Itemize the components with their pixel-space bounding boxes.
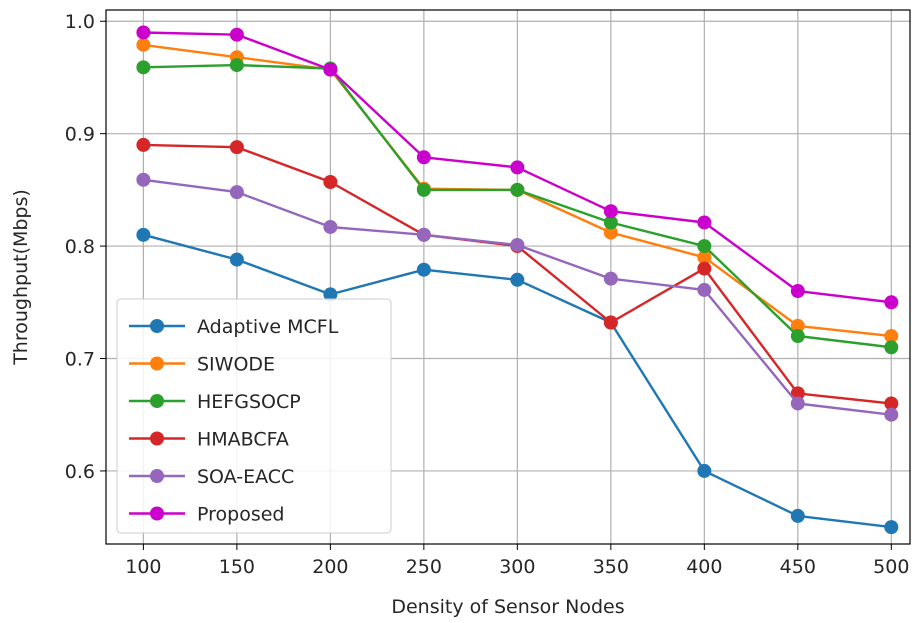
data-point bbox=[510, 237, 525, 252]
legend-label: SOA-EACC bbox=[197, 466, 294, 488]
data-point bbox=[790, 284, 805, 299]
data-point bbox=[697, 261, 712, 276]
data-point bbox=[603, 315, 618, 330]
data-point bbox=[416, 262, 431, 277]
data-point bbox=[416, 150, 431, 165]
legend-item: SIWODE bbox=[129, 354, 275, 376]
legend: Adaptive MCFL SIWODE HEFGSOCP HMABCFA SOA-EA… bbox=[116, 298, 392, 534]
legend-item: Adaptive MCFL bbox=[129, 316, 339, 338]
y-axis-label: Throughput(Mbps) bbox=[10, 189, 32, 366]
data-point bbox=[790, 508, 805, 523]
data-point bbox=[323, 219, 338, 234]
data-point bbox=[697, 463, 712, 478]
data-point bbox=[510, 160, 525, 175]
data-point bbox=[416, 227, 431, 242]
x-tick-label: 250 bbox=[406, 556, 442, 578]
data-point bbox=[884, 340, 899, 355]
data-point bbox=[603, 225, 618, 240]
series-layer bbox=[136, 25, 899, 535]
x-tick-label: 300 bbox=[499, 556, 535, 578]
data-point bbox=[229, 252, 244, 267]
legend-item: SOA-EACC bbox=[129, 466, 294, 488]
data-point bbox=[884, 329, 899, 344]
y-tick-label: 1.0 bbox=[65, 11, 95, 33]
legend-marker bbox=[150, 431, 164, 446]
data-point bbox=[697, 239, 712, 254]
data-point bbox=[416, 182, 431, 197]
legend-marker bbox=[150, 506, 164, 521]
legend-label: HEFGSOCP bbox=[197, 391, 301, 413]
y-tick-label: 0.7 bbox=[65, 349, 95, 371]
x-tick-label: 200 bbox=[312, 556, 348, 578]
legend-marker bbox=[150, 319, 164, 333]
data-point bbox=[697, 215, 712, 230]
data-point bbox=[697, 250, 712, 265]
x-tick-label: 100 bbox=[125, 556, 161, 578]
legend-item: HMABCFA bbox=[129, 429, 289, 451]
legend-label: Adaptive MCFL bbox=[197, 316, 339, 338]
data-point bbox=[884, 396, 899, 411]
data-point bbox=[884, 520, 899, 535]
x-axis-label: Density of Sensor Nodes bbox=[391, 596, 624, 618]
data-point bbox=[790, 318, 805, 333]
data-point bbox=[136, 137, 151, 152]
data-point bbox=[229, 185, 244, 200]
y-tick-label: 0.6 bbox=[65, 461, 95, 483]
data-point bbox=[790, 329, 805, 344]
data-point bbox=[603, 215, 618, 230]
data-point bbox=[323, 62, 338, 77]
data-point bbox=[136, 60, 151, 75]
legend-marker bbox=[150, 469, 164, 483]
legend-item: HEFGSOCP bbox=[129, 391, 301, 413]
x-tick-label: 400 bbox=[686, 556, 722, 578]
data-point bbox=[884, 407, 899, 422]
legend-label: HMABCFA bbox=[197, 429, 289, 451]
data-point bbox=[136, 25, 151, 40]
data-point bbox=[229, 58, 244, 73]
legend-label: SIWODE bbox=[197, 354, 275, 376]
data-point bbox=[229, 27, 244, 42]
data-point bbox=[510, 182, 525, 197]
x-tick-label: 150 bbox=[219, 556, 255, 578]
data-point bbox=[136, 172, 151, 187]
series-5 bbox=[136, 25, 899, 310]
legend-marker bbox=[150, 394, 164, 408]
data-point bbox=[697, 282, 712, 297]
y-tick-label: 0.9 bbox=[65, 124, 95, 146]
data-point bbox=[510, 272, 525, 287]
x-tick-label: 350 bbox=[593, 556, 629, 578]
x-tick-label: 500 bbox=[873, 556, 909, 578]
data-point bbox=[884, 295, 899, 310]
data-point bbox=[136, 227, 151, 242]
x-tick-label: 450 bbox=[780, 556, 816, 578]
data-point bbox=[790, 386, 805, 401]
legend-marker bbox=[150, 356, 164, 371]
data-point bbox=[323, 287, 338, 302]
series-4 bbox=[136, 172, 899, 422]
data-point bbox=[136, 37, 151, 52]
data-point bbox=[229, 140, 244, 155]
data-point bbox=[603, 271, 618, 286]
data-point bbox=[603, 204, 618, 219]
y-tick-label: 0.8 bbox=[65, 236, 95, 258]
legend-box bbox=[116, 298, 392, 534]
ticks: 100 150 200 250 300 350 400 450 500 0.6 0.7 0.8 0.9 1… bbox=[65, 11, 910, 578]
plot-frame bbox=[105, 9, 911, 545]
data-point bbox=[790, 396, 805, 411]
legend-item: Proposed bbox=[129, 504, 284, 526]
legend-label: Proposed bbox=[197, 504, 284, 526]
data-point bbox=[323, 175, 338, 190]
